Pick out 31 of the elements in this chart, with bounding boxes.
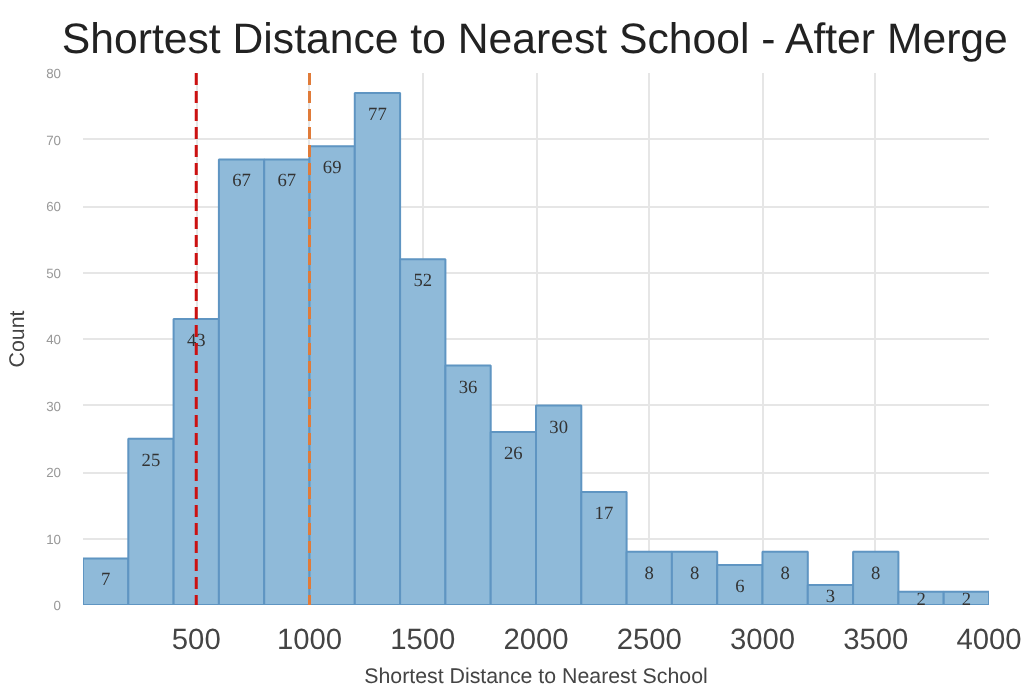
data-label: 2 [961,591,972,612]
x-tick-label: 1000 [276,625,343,657]
data-label: 6 [735,578,746,599]
x-axis-title: Shortest Distance to Nearest School [364,665,708,689]
data-label: 25 [141,451,161,472]
x-tick-label: 2500 [616,625,682,657]
x-tick-label: 500 [171,625,221,657]
data-label: 67 [277,172,297,193]
data-label: 8 [689,564,700,585]
data-label: 52 [413,272,433,293]
data-label: 26 [504,445,524,466]
x-tick-label: 1500 [390,625,456,657]
data-label: 8 [780,564,791,585]
data-label: 69 [322,159,343,180]
data-label: 30 [549,418,569,439]
data-label: 8 [644,564,655,585]
data-label: 43 [186,332,207,353]
data-label: 8 [871,564,882,585]
data-label: 77 [368,105,388,126]
data-label: 36 [458,378,479,399]
x-tick-label: 3500 [843,625,909,657]
data-label: 17 [594,504,614,525]
data-label: 7 [100,571,111,592]
x-tick-label: 4000 [956,625,1022,657]
data-label: 67 [232,172,252,193]
y-axis-title: Count [6,310,31,368]
x-tick-label: 3000 [729,625,796,657]
chart-title: Shortest Distance to Nearest School - After Merge [61,15,1008,63]
data-label: 3 [825,588,836,609]
data-label: 2 [916,591,927,612]
x-tick-label: 2000 [503,625,569,657]
